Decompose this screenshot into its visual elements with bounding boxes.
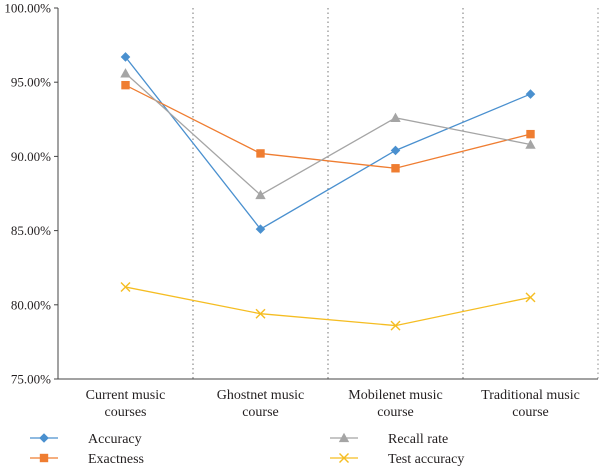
square-marker [121, 80, 130, 90]
x-marker [525, 292, 536, 303]
x-marker [339, 453, 349, 463]
x-category-label: Traditional music course [481, 388, 580, 420]
x-category-label-line: Traditional music [481, 388, 580, 403]
y-tick-label: 85.00% [11, 223, 51, 238]
data-point [526, 129, 535, 139]
square-marker [39, 453, 49, 463]
y-tick-label: 80.00% [11, 297, 51, 312]
x-category-label-line: course [512, 405, 549, 420]
triangle-marker [525, 139, 536, 149]
data-point [255, 224, 266, 234]
series-line [125, 84, 531, 169]
square-marker [256, 149, 265, 158]
axes [57, 8, 598, 380]
data-point [255, 308, 266, 319]
data-point [525, 292, 536, 303]
y-tick-label: 95.00% [11, 75, 51, 90]
triangle-marker [255, 189, 266, 200]
triangle-marker [120, 68, 131, 78]
data-point [255, 189, 266, 200]
data-point [390, 145, 401, 156]
diamond-marker [120, 52, 131, 62]
series-line [125, 72, 531, 196]
diamond-marker [39, 433, 49, 443]
x-category-label-line: Current music [86, 388, 166, 403]
x-category-label: Ghostnet music course [217, 388, 305, 420]
legend-label: Recall rate [388, 432, 448, 447]
legend-label: Test accuracy [388, 452, 464, 467]
legend-item: Exactness [30, 452, 144, 467]
data-point [390, 112, 401, 122]
y-tick-label: 100.00% [4, 1, 51, 16]
x-category-label: Current music courses [86, 388, 166, 420]
y-tick-label: 75.00% [11, 372, 51, 387]
x-category-label-line: course [242, 405, 279, 420]
series-line [124, 56, 531, 230]
x-category-label: Mobilenet music course [348, 388, 443, 420]
triangle-marker [338, 432, 350, 443]
x-category-label-line: Ghostnet music [217, 388, 305, 403]
data-point [120, 52, 131, 62]
series-markers [120, 52, 536, 331]
square-marker [391, 164, 400, 173]
x-category-label-line: Mobilenet music [348, 388, 443, 403]
series-lines [124, 56, 531, 327]
triangle-marker [390, 112, 401, 122]
x-axis-category-labels: Current music courses Ghostnet music course… [86, 388, 580, 420]
x-marker [255, 308, 266, 319]
x-category-label-line: course [377, 405, 414, 420]
diamond-marker [525, 89, 536, 99]
legend: Accuracy Exactness Recall rate Test accurac… [30, 432, 464, 467]
legend-label: Accuracy [88, 432, 142, 447]
x-marker [390, 320, 401, 331]
square-marker [526, 129, 535, 139]
diamond-marker [255, 224, 266, 234]
data-point [121, 80, 130, 90]
legend-item: Accuracy [30, 432, 142, 447]
legend-item: Recall rate [330, 432, 448, 447]
data-point [525, 139, 536, 149]
legend-label: Exactness [88, 452, 144, 467]
x-marker [120, 281, 131, 292]
series-line [125, 286, 531, 327]
data-point [390, 320, 401, 331]
data-point [525, 89, 536, 99]
category-separators [192, 8, 599, 379]
data-point [120, 281, 131, 292]
x-category-label-line: courses [105, 405, 147, 420]
data-point [120, 68, 131, 78]
diamond-marker [390, 145, 401, 156]
data-point [391, 164, 400, 173]
y-tick-label: 90.00% [11, 149, 51, 164]
y-axis-ticks: 75.00% 80.00% 85.00% 90.00% 95.00% 100.00% [4, 1, 58, 387]
data-point [256, 149, 265, 158]
legend-item: Test accuracy [330, 452, 464, 467]
